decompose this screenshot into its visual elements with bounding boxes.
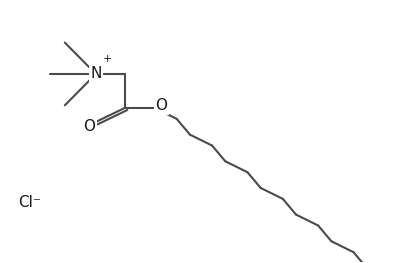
- Text: N: N: [90, 67, 102, 82]
- Text: +: +: [103, 54, 112, 64]
- Text: O: O: [155, 98, 167, 113]
- Text: Cl⁻: Cl⁻: [18, 195, 41, 210]
- Text: O: O: [83, 119, 95, 134]
